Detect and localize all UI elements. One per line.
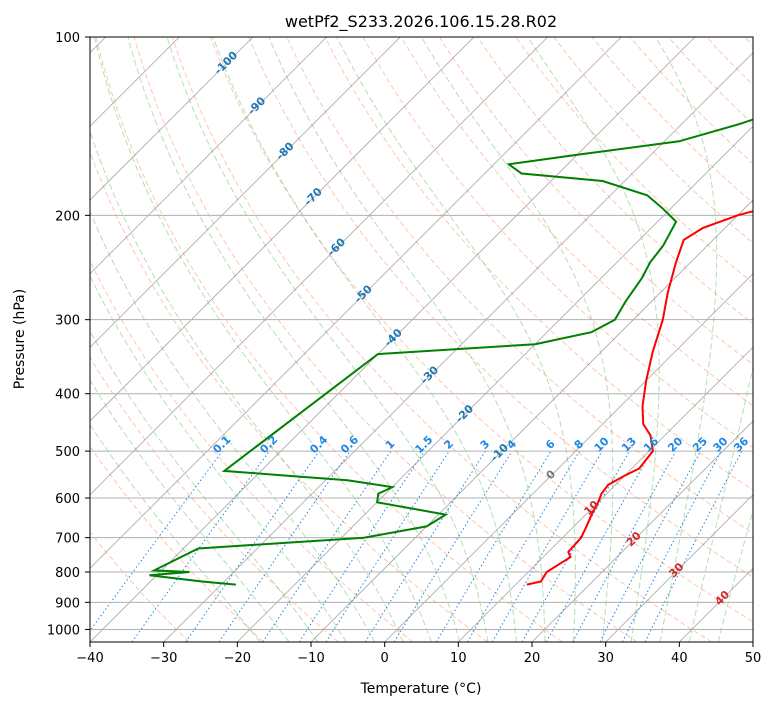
mixing-ratio-line [435,450,552,642]
mixing-ratio-line [131,450,270,642]
dry-adiabat [286,37,753,534]
moist-adiabat [90,129,404,642]
dry-adiabat [171,37,712,642]
isotherm-line [90,37,401,348]
mixing-ratio-line [90,450,223,632]
plot-frame [89,36,754,643]
moist-adiabat [655,37,718,642]
x-tick-label: 30 [597,651,614,666]
dry-adiabat [90,531,190,642]
isotherm-line [237,125,753,642]
isotherms [90,37,753,642]
chart-title: wetPf2_S233.2026.106.15.28.R02 [285,12,557,32]
dry-adiabat [90,356,339,642]
isotherm-line [90,37,622,569]
y-tick-label: 800 [55,566,80,581]
moist-adiabat [212,37,517,642]
x-axis-label: Temperature (°C) [360,681,482,697]
moist-adiabat [336,37,576,642]
moist-adiabat [268,37,546,642]
isotherm-line [310,199,753,642]
y-axis: 100 200 300 400 500 600 700 800 900 1000 [47,31,90,638]
y-tick-label: 300 [55,314,80,329]
y-axis-label: Pressure (hPa) [12,289,28,389]
mixing-ratio-line [218,450,351,642]
isotherm-line [384,273,753,642]
x-tick-label: 20 [524,651,541,666]
dry-adiabat [477,37,753,325]
dry-adiabat [400,37,753,407]
mixing-ratio-line [467,450,580,642]
moist-adiabat [420,37,614,642]
mixing-ratio-line [521,450,630,642]
dry-adiabat [438,37,753,365]
x-tick-label: −40 [76,651,103,666]
dewpoint-profile-line [149,118,753,586]
y-tick-label: 1000 [47,623,80,638]
dry-adiabat [90,150,488,642]
mixing-ratio-line [364,450,486,642]
isotherm-line [163,52,753,642]
temperature-profile-line [526,210,753,586]
y-tick-label: 700 [55,532,80,547]
dry-adiabat [553,37,753,244]
dry-adiabat [210,37,753,623]
moist-adiabat [90,330,319,642]
mixing-ratio-line [491,450,603,642]
x-tick-label: −20 [224,651,251,666]
y-tick-label: 200 [55,209,80,224]
isotherm-line [90,37,254,201]
x-axis: −40 −30 −20 −10 0 10 20 30 40 50 [76,642,761,666]
y-tick-label: 400 [55,388,80,403]
dry-adiabat [95,37,563,642]
x-tick-label: 0 [381,651,389,666]
x-tick-label: −30 [150,651,177,666]
pressure-gridlines [90,37,753,630]
isotherm-line [458,346,753,642]
dry-adiabat [324,37,753,491]
isotherm-line [90,37,696,642]
mixing-ratio-line [572,450,677,642]
isotherm-line [90,37,548,496]
x-tick-label: 50 [745,651,762,666]
isotherm-line [90,37,327,275]
x-tick-label: 10 [450,651,467,666]
y-tick-label: 600 [55,492,80,507]
dry-adiabat [591,37,753,204]
mixing-ratio-lines [90,450,743,642]
isotherm-line [605,494,753,642]
isotherm-line [90,37,475,422]
y-tick-label: 900 [55,596,80,611]
plot-area: 0.1 0.2 0.4 0.6 1 1.5 2 3 4 6 8 10 13 16 20 25 30 36-100-… [90,37,753,642]
x-tick-label: −10 [297,651,324,666]
mixing-ratio-line [393,450,513,642]
y-tick-label: 100 [55,31,80,46]
dry-adiabat [133,37,638,642]
dry-adiabat [248,37,753,578]
mixing-ratio-line [185,450,320,642]
mixing-ratio-line [325,450,450,642]
profiles [149,118,753,586]
x-tick-label: 40 [671,651,688,666]
y-tick-label: 500 [55,445,80,460]
isotherm-line [531,420,753,642]
